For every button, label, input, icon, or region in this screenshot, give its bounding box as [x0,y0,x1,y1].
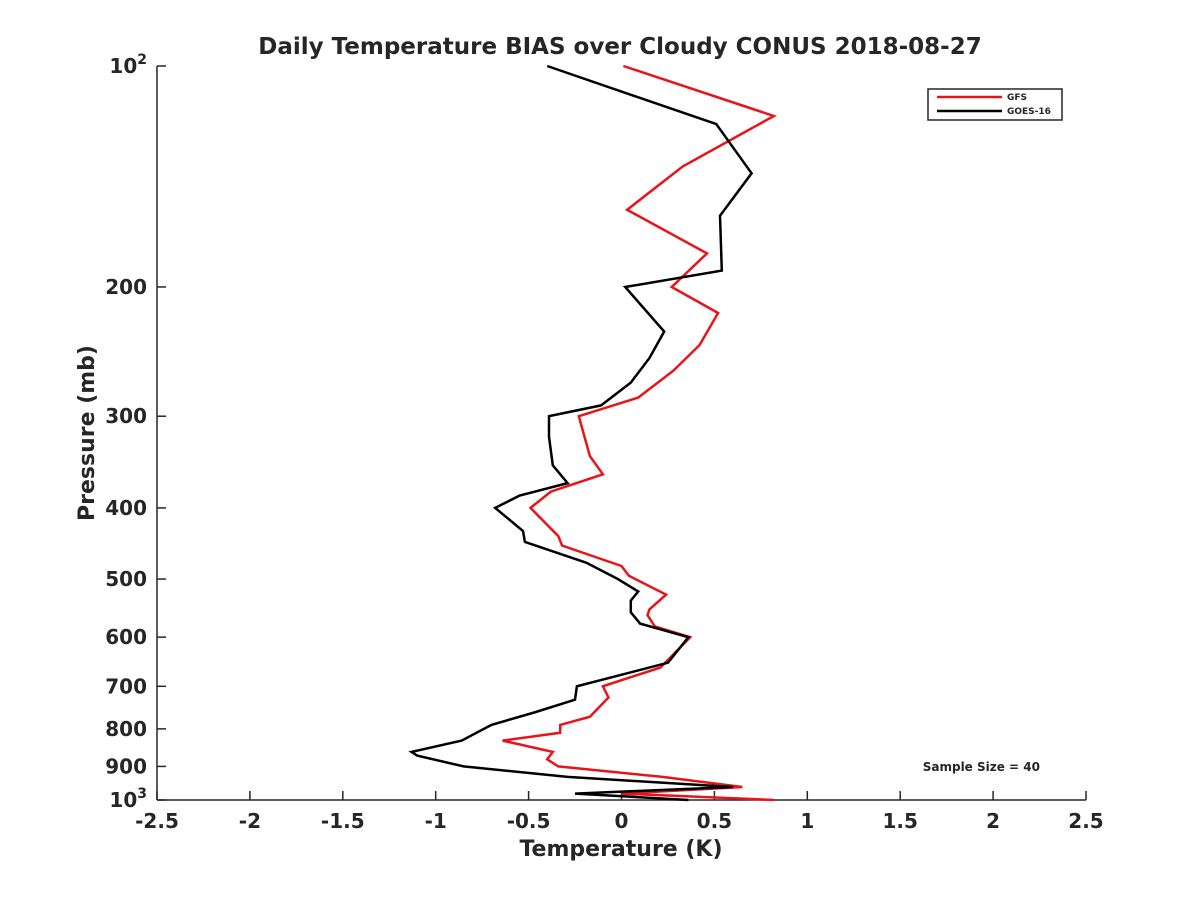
chart-title: Daily Temperature BIAS over Cloudy CONUS… [258,34,981,60]
y-tick-label: 400 [105,496,147,520]
x-tick-label: 0.5 [697,809,732,833]
y-tick-base: 700 [105,674,147,698]
y-tick-base: 10 [109,788,137,812]
x-axis-label: Temperature (K) [519,837,722,862]
series-line-gfs [502,64,778,802]
y-tick-base: 10 [109,54,137,78]
y-tick-base: 500 [105,567,147,591]
x-tick-label: 2 [986,809,1000,833]
y-tick-label: 102 [109,52,147,78]
y-tick-exponent: 2 [137,52,147,68]
y-tick-label: 600 [105,625,147,649]
x-tick-label: 0 [615,809,629,833]
x-axis: -2.5 -2 -1.5 -1 -0.5 0 0.5 1 1.5 2 2.5 Temperature… [135,791,1104,862]
x-tick-label: -2 [239,809,261,833]
y-tick-base: 600 [105,625,147,649]
y-tick-label: 200 [105,275,147,299]
y-tick-base: 900 [105,754,147,778]
x-tick-label: -0.5 [507,809,551,833]
legend-label-gfs: GFS [1007,93,1027,103]
y-axis-label: Pressure (mb) [75,345,100,521]
x-tick-label: 2.5 [1068,809,1103,833]
x-tick-label: -2.5 [135,809,179,833]
legend-box [927,88,1063,121]
y-tick-label: 900 [105,754,147,778]
y-tick-label: 103 [109,786,147,812]
y-tick-label: 700 [105,674,147,698]
series-group [408,64,778,802]
x-tick-label: 1.5 [882,809,917,833]
y-tick-base: 400 [105,496,147,520]
x-tick-group: -2.5 -2 -1.5 -1 -0.5 0 0.5 1 1.5 2 2.5 [135,791,1104,833]
x-tick-label: -1 [425,809,447,833]
series-line-goes16 [408,64,754,802]
x-tick-label: 1 [800,809,814,833]
y-tick-label: 800 [105,717,147,741]
y-tick-label: 500 [105,567,147,591]
legend: GFS GOES-16 [927,88,1063,121]
y-tick-exponent: 3 [137,786,147,802]
x-tick-label: -1.5 [321,809,365,833]
legend-label-goes16: GOES-16 [1007,107,1051,117]
y-tick-base: 300 [105,404,147,428]
y-tick-label: 300 [105,404,147,428]
y-tick-base: 200 [105,275,147,299]
y-tick-base: 800 [105,717,147,741]
sample-size-annotation: Sample Size = 40 [923,760,1040,774]
